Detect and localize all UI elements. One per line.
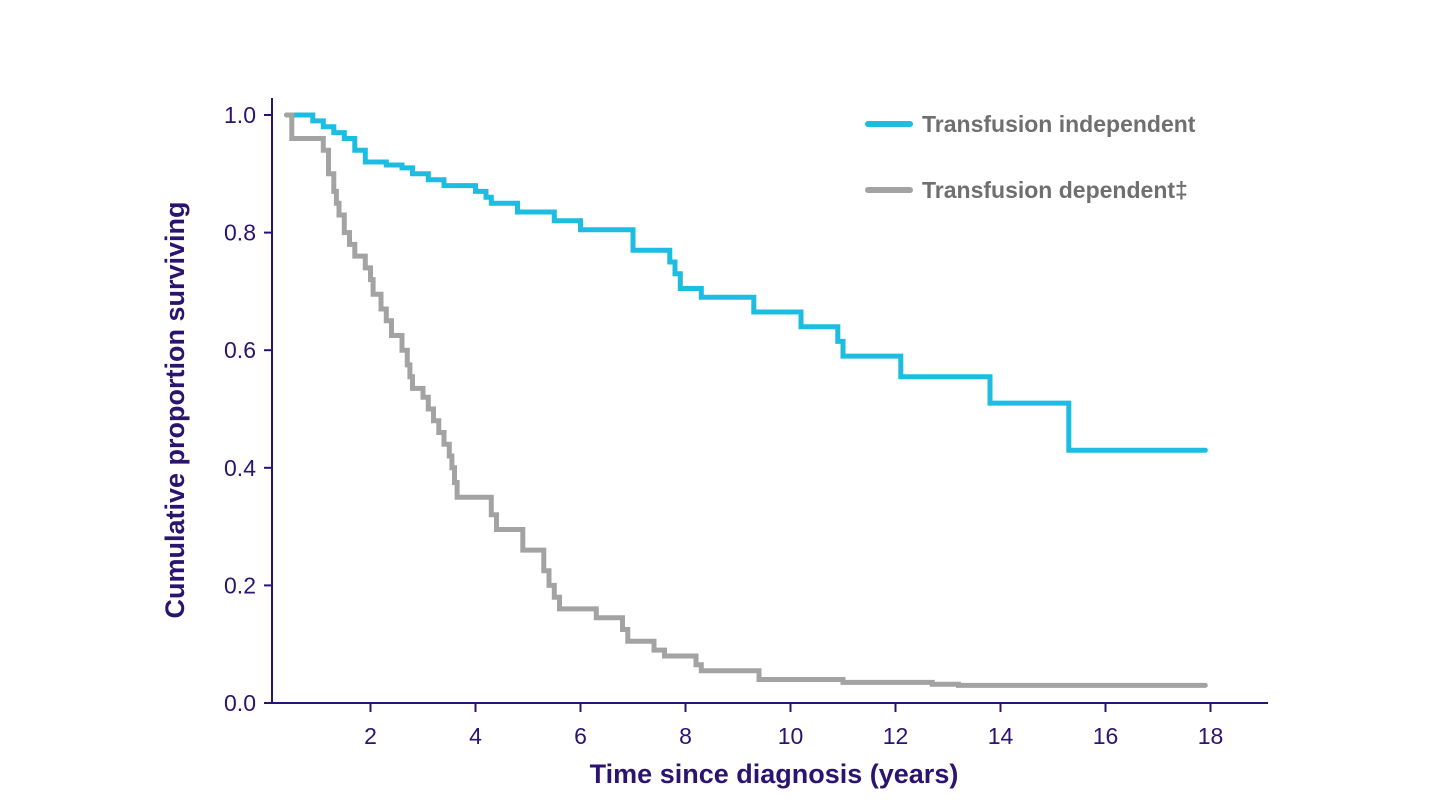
x-tick-label: 16 xyxy=(1093,723,1119,749)
y-tick-label: 0.0 xyxy=(224,690,256,716)
x-tick-label: 10 xyxy=(778,723,804,749)
y-tick-label: 0.4 xyxy=(224,455,256,481)
x-tick-label: 18 xyxy=(1198,723,1224,749)
y-tick-label: 0.2 xyxy=(224,572,256,598)
series-layer xyxy=(284,112,1208,688)
y-tick-label: 0.6 xyxy=(224,337,256,363)
x-tick-label: 8 xyxy=(679,723,692,749)
y-tick-label: 0.8 xyxy=(224,220,256,246)
y-axis-title: Cumulative proportion surviving xyxy=(160,201,190,618)
legend-label: Transfusion dependent‡ xyxy=(922,177,1188,203)
x-tick-label: 14 xyxy=(988,723,1014,749)
y-ticks: 0.0 0.2 0.4 0.6 0.8 1.0 xyxy=(224,102,272,716)
x-axis-title: Time since diagnosis (years) xyxy=(590,759,959,789)
x-tick-label: 2 xyxy=(364,723,377,749)
x-tick-label: 6 xyxy=(574,723,587,749)
x-tick-label: 4 xyxy=(469,723,482,749)
series-line-transfusion-independent xyxy=(284,112,1208,453)
axes xyxy=(271,98,1268,704)
series-line-transfusion-dependent xyxy=(284,112,1208,688)
legend: Transfusion independent Transfusion depen… xyxy=(865,111,1196,203)
x-ticks: 2 4 6 8 10 12 14 16 18 xyxy=(364,703,1223,749)
legend-label: Transfusion independent xyxy=(922,111,1196,137)
x-tick-label: 12 xyxy=(883,723,909,749)
y-tick-label: 1.0 xyxy=(224,102,256,128)
